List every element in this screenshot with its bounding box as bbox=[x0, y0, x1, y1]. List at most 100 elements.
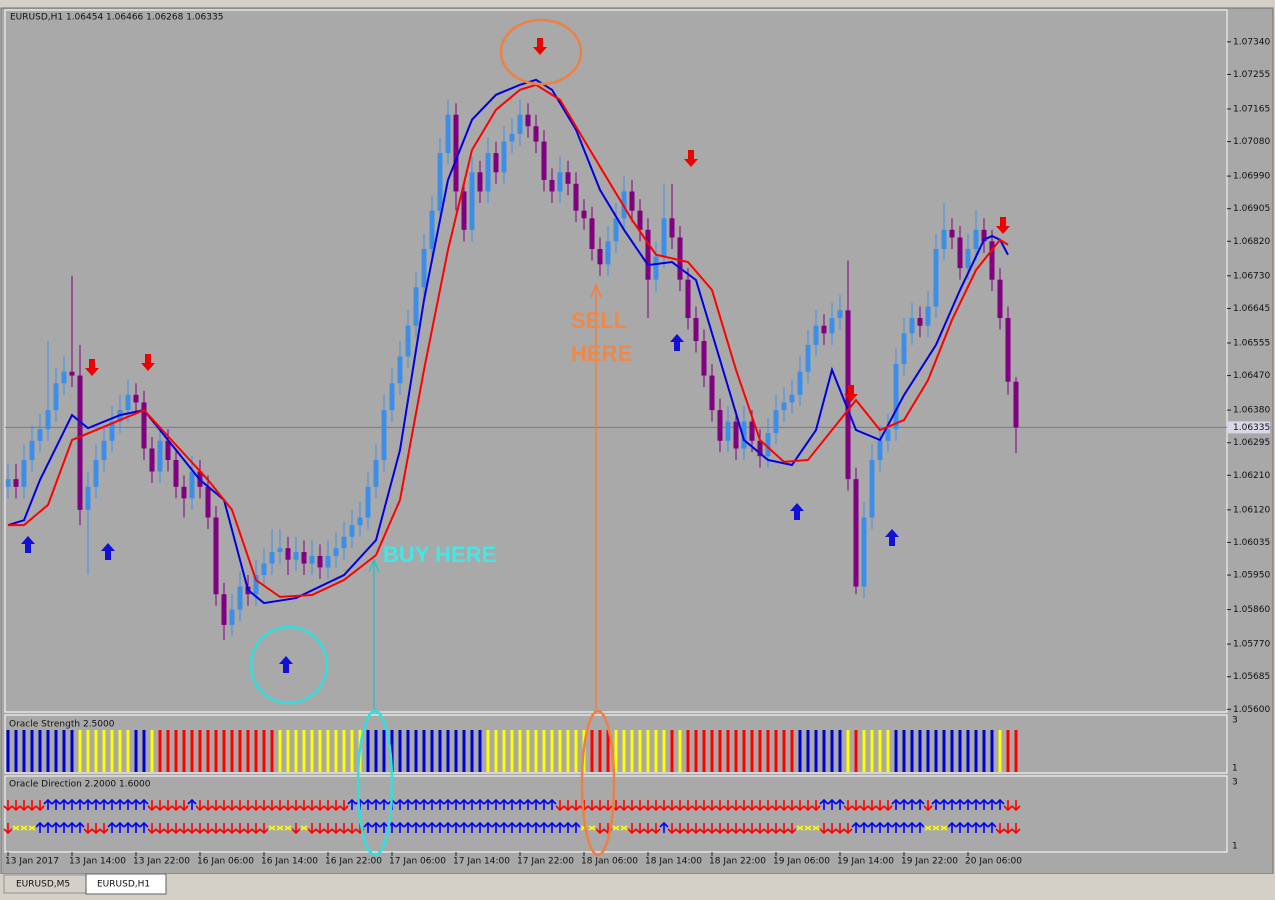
direction-glyph bbox=[731, 823, 741, 835]
strength-bar bbox=[742, 730, 746, 772]
candle-body bbox=[853, 479, 859, 587]
direction-glyph bbox=[75, 798, 85, 810]
direction-glyph bbox=[91, 823, 101, 835]
direction-glyph bbox=[83, 823, 93, 835]
candle-body bbox=[261, 563, 267, 576]
strength-bar bbox=[918, 730, 922, 772]
candle-body bbox=[381, 410, 387, 460]
candle-body bbox=[837, 310, 843, 319]
tab-label[interactable]: EURUSD,M5 bbox=[16, 880, 70, 890]
direction-glyph bbox=[699, 800, 709, 812]
direction-glyph bbox=[315, 800, 325, 812]
direction-glyph bbox=[819, 798, 829, 810]
strength-bar bbox=[934, 730, 938, 772]
strength-bar bbox=[902, 730, 906, 772]
strength-bar bbox=[462, 730, 466, 772]
direction-glyph bbox=[804, 825, 812, 831]
direction-glyph bbox=[243, 800, 253, 812]
candle-body bbox=[933, 248, 939, 307]
direction-glyph bbox=[531, 798, 541, 810]
candle-body bbox=[485, 153, 491, 192]
strength-bar bbox=[502, 730, 506, 772]
strength-bar bbox=[214, 730, 218, 772]
direction-glyph bbox=[507, 821, 517, 833]
candle-body bbox=[13, 479, 19, 487]
direction-glyph bbox=[907, 798, 917, 810]
direction-glyph bbox=[155, 823, 165, 835]
strength-bar bbox=[662, 730, 666, 772]
candle-body bbox=[85, 486, 91, 510]
candle-body bbox=[301, 552, 307, 564]
strength-bar bbox=[926, 730, 930, 772]
direction-glyph bbox=[763, 823, 773, 835]
candle-body bbox=[509, 133, 515, 142]
strength-bar bbox=[574, 730, 578, 772]
strength-bar bbox=[782, 730, 786, 772]
candle-body bbox=[965, 248, 971, 269]
strength-bar bbox=[182, 730, 186, 772]
direction-glyph bbox=[363, 798, 373, 810]
direction-glyph bbox=[723, 823, 733, 835]
direction-glyph bbox=[620, 825, 628, 831]
y-tick-label: 3 bbox=[1232, 716, 1238, 726]
strength-bar bbox=[710, 730, 714, 772]
candle-body bbox=[149, 448, 155, 472]
strength-bar bbox=[86, 730, 90, 772]
direction-glyph bbox=[235, 823, 245, 835]
strength-bar bbox=[718, 730, 722, 772]
direction-glyph bbox=[571, 800, 581, 812]
direction-glyph bbox=[883, 821, 893, 833]
direction-glyph bbox=[211, 823, 221, 835]
direction-glyph bbox=[419, 821, 429, 833]
direction-glyph bbox=[787, 823, 797, 835]
direction-glyph bbox=[947, 821, 957, 833]
candle-body bbox=[549, 179, 555, 192]
direction-glyph bbox=[547, 821, 557, 833]
strength-bar bbox=[366, 730, 370, 772]
candle-body bbox=[333, 548, 339, 556]
y-tick-label: 1.05770 bbox=[1233, 640, 1270, 650]
candle-body bbox=[181, 486, 187, 499]
strength-bar bbox=[510, 730, 514, 772]
tab-label[interactable]: EURUSD,H1 bbox=[97, 880, 150, 890]
direction-glyph bbox=[451, 798, 461, 810]
direction-glyph bbox=[859, 800, 869, 812]
strength-bar bbox=[870, 730, 874, 772]
direction-glyph bbox=[299, 800, 309, 812]
direction-glyph bbox=[691, 800, 701, 812]
direction-glyph bbox=[523, 821, 533, 833]
direction-glyph bbox=[875, 821, 885, 833]
direction-glyph bbox=[115, 798, 125, 810]
direction-glyph bbox=[267, 800, 277, 812]
y-tick-label: 1.06820 bbox=[1233, 237, 1270, 247]
candle-body bbox=[341, 536, 347, 549]
strength-bar bbox=[102, 730, 106, 772]
y-tick-label: 1.06990 bbox=[1233, 172, 1270, 182]
candle-body bbox=[973, 229, 979, 249]
candle-body bbox=[541, 141, 547, 180]
tab-active[interactable] bbox=[85, 873, 167, 895]
candle-body bbox=[21, 459, 27, 487]
direction-glyph bbox=[955, 798, 965, 810]
y-tick-label: 1 bbox=[1232, 842, 1238, 852]
candle-body bbox=[77, 375, 83, 510]
direction-glyph bbox=[667, 823, 677, 835]
strength-bar bbox=[670, 730, 674, 772]
direction-glyph bbox=[915, 798, 925, 810]
strength-bar bbox=[654, 730, 658, 772]
direction-glyph bbox=[315, 823, 325, 835]
strength-bar bbox=[958, 730, 962, 772]
direction-glyph bbox=[483, 821, 493, 833]
strength-bar bbox=[150, 730, 154, 772]
candle-body bbox=[757, 440, 763, 457]
strength-bar bbox=[174, 730, 178, 772]
candle-body bbox=[101, 440, 107, 460]
direction-glyph bbox=[83, 798, 93, 810]
direction-glyph bbox=[755, 800, 765, 812]
direction-glyph bbox=[803, 800, 813, 812]
strength-bar bbox=[558, 730, 562, 772]
direction-glyph bbox=[12, 825, 20, 831]
strength-bar bbox=[750, 730, 754, 772]
direction-glyph bbox=[643, 800, 653, 812]
candle-body bbox=[661, 218, 667, 257]
